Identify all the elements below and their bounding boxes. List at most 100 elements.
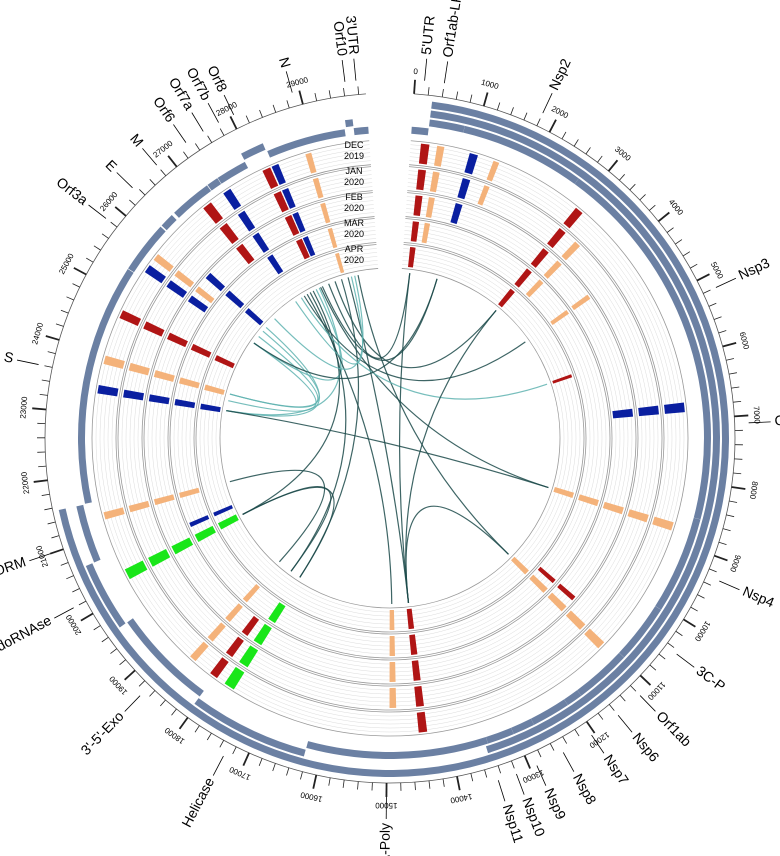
minor-tick <box>675 239 683 245</box>
gene-band <box>267 129 346 158</box>
minor-tick <box>470 773 474 782</box>
variant-mark <box>144 265 166 284</box>
minor-tick <box>619 694 626 702</box>
major-tick <box>585 720 596 734</box>
tick-label: 0 <box>413 67 419 76</box>
major-tick <box>80 612 94 622</box>
variant-mark <box>652 516 674 531</box>
minor-tick <box>78 600 87 606</box>
minor-tick <box>160 169 167 177</box>
variant-mark <box>425 197 435 218</box>
track-grid-line <box>95 144 685 733</box>
variant-mark <box>143 321 165 337</box>
variant-mark <box>190 641 209 662</box>
gene-bands <box>58 101 730 778</box>
minor-tick <box>414 782 416 791</box>
tick-label: 26000 <box>98 190 120 213</box>
variant-mark <box>312 177 324 199</box>
minor-tick <box>195 143 201 151</box>
variant-mark <box>178 377 200 389</box>
month-label: 2020 <box>344 255 364 265</box>
gene-label-leader <box>353 58 357 81</box>
gene-label-leader <box>191 112 204 132</box>
minor-tick <box>733 400 742 403</box>
track-grid-line <box>169 218 611 659</box>
variant-mark <box>450 203 463 225</box>
variant-mark <box>464 152 478 175</box>
gene-label-leader <box>424 58 428 81</box>
gene-label: Nsp3 <box>736 254 773 282</box>
minor-tick <box>573 139 579 147</box>
track-grid-line <box>167 216 613 661</box>
tick-label: 19000 <box>107 674 129 697</box>
gene-label: 3'-5'-Exo <box>77 708 126 758</box>
gene-label-leader <box>591 734 605 754</box>
track-grid-line <box>107 156 673 721</box>
variant-mark <box>565 610 586 630</box>
variant-mark <box>416 169 426 191</box>
minor-tick <box>709 568 717 573</box>
minor-tick <box>427 87 430 96</box>
minor-tick <box>667 642 675 648</box>
variant-mark <box>153 494 175 506</box>
minor-tick <box>728 372 737 375</box>
major-tick <box>32 407 47 411</box>
tick-label: 25000 <box>57 251 76 275</box>
gene-label-leader <box>719 580 740 591</box>
month-label: FEB <box>345 192 363 202</box>
variant-mark <box>327 227 338 249</box>
minor-tick <box>129 199 136 206</box>
month-label: MAR <box>344 218 365 228</box>
gene-band <box>486 745 491 754</box>
co-mutation-links <box>226 273 549 604</box>
track-grid-line <box>163 212 617 665</box>
co-mutation-link <box>357 274 509 555</box>
tick-label: 7000 <box>752 406 762 425</box>
tick-label: 22000 <box>19 471 31 495</box>
variant-mark <box>416 711 428 733</box>
minor-tick <box>722 528 731 532</box>
tick-label: 17000 <box>227 764 251 782</box>
variant-mark <box>267 254 284 275</box>
major-tick <box>413 79 416 94</box>
gene-band <box>85 563 126 628</box>
major-tick <box>167 155 178 168</box>
minor-tick <box>561 131 567 140</box>
month-label: DEC <box>344 140 364 150</box>
gene-label: Nsp2 <box>545 56 573 93</box>
minor-tick <box>629 183 636 191</box>
minor-tick <box>219 740 225 748</box>
gene-band <box>306 737 488 759</box>
minor-tick <box>726 358 735 361</box>
variant-mark <box>179 487 200 498</box>
tick-label: 28000 <box>215 100 239 118</box>
variant-mark <box>262 167 279 189</box>
gene-band <box>574 178 711 520</box>
gene-band <box>485 727 514 744</box>
minor-tick <box>619 174 625 181</box>
gene-label-leader <box>207 103 219 123</box>
gene-label: Orf3a <box>54 174 92 208</box>
variant-mark <box>525 279 544 298</box>
minor-tick <box>574 729 580 737</box>
variant-mark <box>244 308 264 326</box>
variant-mark <box>253 623 272 646</box>
major-tick <box>607 159 619 172</box>
variant-mark <box>477 185 490 206</box>
variant-mark <box>429 171 440 193</box>
minor-tick <box>47 351 56 354</box>
major-tick <box>683 618 696 628</box>
variant-mark <box>389 687 397 708</box>
gene-band <box>511 718 535 735</box>
variant-mark <box>514 268 532 288</box>
co-mutation-link <box>242 290 341 515</box>
minor-tick <box>119 659 126 666</box>
variant-mark <box>389 661 396 683</box>
co-mutation-link <box>347 277 410 604</box>
variant-mark <box>563 207 583 229</box>
variant-mark <box>119 310 142 327</box>
variant-mark <box>273 191 289 213</box>
minor-tick <box>139 189 146 196</box>
